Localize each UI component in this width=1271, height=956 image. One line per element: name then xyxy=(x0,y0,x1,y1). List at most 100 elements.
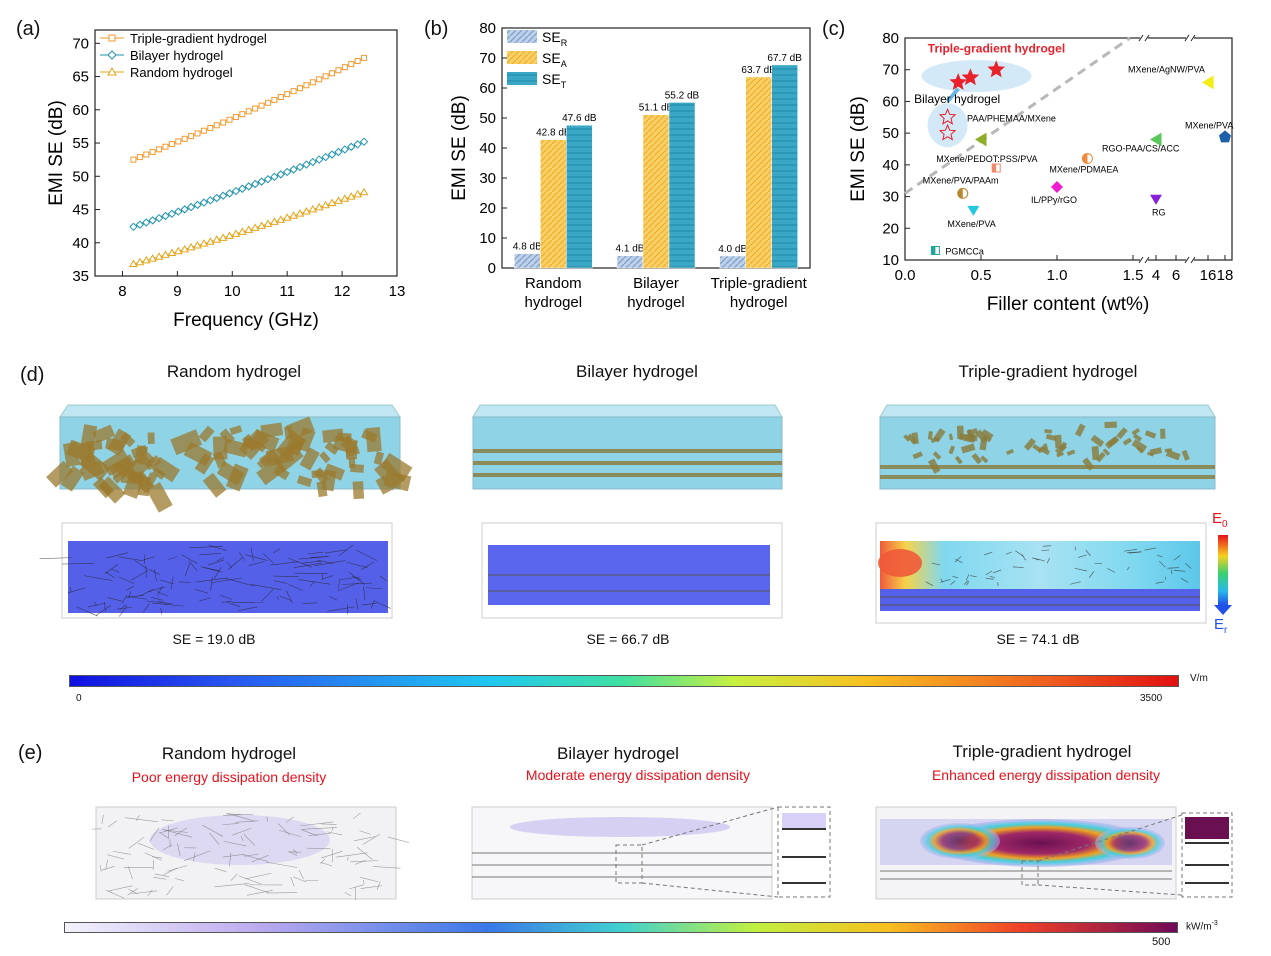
triple-flake xyxy=(966,428,975,439)
a-xtick-label: 13 xyxy=(389,283,406,300)
a-legend-text: Triple-gradient hydrogel xyxy=(130,31,267,46)
e-subtitle-bilayer-wrap: Moderate energy dissipation density xyxy=(525,767,751,783)
random-flake xyxy=(348,457,356,469)
a-point-random xyxy=(269,217,279,225)
random-field-line xyxy=(70,586,72,593)
c-xtick-label: 0.5 xyxy=(971,267,992,284)
random-flake xyxy=(321,469,337,492)
e-random-line xyxy=(144,852,162,861)
e-random-line xyxy=(360,877,379,883)
e-random-line xyxy=(149,827,160,842)
b-ytick-label: 60 xyxy=(479,80,496,97)
er-label: Er xyxy=(1214,616,1228,636)
triple-flake xyxy=(960,443,976,454)
a-point-bilayer xyxy=(142,218,151,227)
b-bar-se-t xyxy=(668,102,696,269)
random-field-line xyxy=(338,544,354,556)
a-point-bilayer xyxy=(270,172,279,182)
random-field-line xyxy=(310,556,328,558)
random-flake xyxy=(324,441,340,455)
random-flake xyxy=(299,447,320,471)
triple-flake xyxy=(1066,449,1076,456)
random-field-line xyxy=(379,575,387,582)
d-title-bilayer: Bilayer hydrogel xyxy=(576,362,698,381)
triple-flake xyxy=(1091,446,1100,461)
b-ytick-label: 80 xyxy=(479,20,496,37)
triple-field-line xyxy=(1074,567,1087,572)
random-field-line xyxy=(327,606,355,612)
random-field-line xyxy=(143,603,150,613)
random-field-line xyxy=(87,602,106,608)
b-bar-label: 51.1 dB xyxy=(639,103,674,114)
c-axis-break xyxy=(1190,34,1196,42)
triple-field-line xyxy=(940,579,951,583)
random-field-line xyxy=(121,594,128,604)
d-se-bilayer: SE = 66.7 dB xyxy=(586,631,670,647)
chart-b-se-bars: 0 10 20 30 40 50 60 70 80 EMI SE (dB) 4.8 dB 42.8 d… xyxy=(449,20,811,311)
random-field-line xyxy=(168,556,177,560)
b-ytick-label: 10 xyxy=(479,230,496,247)
e-random-line xyxy=(302,827,338,830)
c-point-marker xyxy=(1150,194,1162,205)
c-axis-break xyxy=(1184,34,1190,42)
b-category-label: hydrogel xyxy=(730,294,788,311)
a-ylabel: EMI SE (dB) xyxy=(46,100,67,206)
c-xtick-label: 6 xyxy=(1172,267,1180,284)
a-ytick-label: 40 xyxy=(72,235,89,252)
triple-field-line xyxy=(1070,581,1081,585)
b-legend-swatch-se-t xyxy=(507,72,537,85)
e-random-line xyxy=(152,859,155,870)
a-legend-marker xyxy=(107,50,117,60)
e-random-line xyxy=(308,832,332,836)
c-ytick-label: 30 xyxy=(882,189,899,206)
c-point-marker xyxy=(1219,130,1231,143)
a-point-random xyxy=(237,227,247,235)
a-point-random xyxy=(302,207,311,215)
a-point-random xyxy=(199,239,209,247)
e-random-line xyxy=(290,876,295,887)
random-field-line xyxy=(287,557,312,568)
e-random-line xyxy=(222,853,245,858)
e-random-line xyxy=(285,816,294,823)
b-legend-swatch-se-a xyxy=(507,51,537,64)
random-field-line xyxy=(286,590,293,604)
random-field-line xyxy=(273,575,299,578)
d-random-hydrogel-model xyxy=(46,404,413,513)
a-plot-frame xyxy=(94,29,398,277)
d-triple-hydrogel-model xyxy=(879,404,1216,490)
e-random-line xyxy=(202,824,224,837)
a-xtick-label: 8 xyxy=(118,283,126,300)
e-random-line xyxy=(352,812,361,819)
b-category-label: Triple-gradient xyxy=(711,275,808,292)
b-bar-label: 4.1 dB xyxy=(616,244,645,255)
c-axis-break xyxy=(1190,256,1196,264)
e-random-line xyxy=(240,836,244,841)
triple-field-line xyxy=(950,580,956,585)
triple-flake xyxy=(1090,434,1105,448)
random-field-line xyxy=(276,596,279,601)
e-random-line xyxy=(127,866,133,880)
random-flake xyxy=(79,460,105,481)
random-field-line xyxy=(95,604,112,616)
random-field-line xyxy=(76,606,98,617)
random-flake xyxy=(147,432,155,444)
a-ytick-label: 70 xyxy=(72,35,89,52)
c-point-label: MXene/PDMAEA xyxy=(1049,165,1118,175)
triple-flake xyxy=(981,429,994,440)
c-axis-break-gap xyxy=(1186,257,1194,263)
e-random-line xyxy=(321,823,337,825)
e-random-line xyxy=(209,832,220,845)
triple-flake xyxy=(1147,451,1154,457)
e-random-line xyxy=(327,831,343,836)
c-point-marker-half xyxy=(957,188,963,199)
random-field-line xyxy=(134,560,148,570)
b-bar-se-r xyxy=(514,253,541,269)
b-category-label: hydrogel xyxy=(627,294,685,311)
triple-flake xyxy=(979,437,988,451)
b-bar-se-t xyxy=(566,124,593,269)
triple-flake xyxy=(1095,451,1106,463)
random-field-line xyxy=(213,566,222,579)
random-flake xyxy=(144,472,158,488)
random-field-line xyxy=(374,600,391,609)
c-point-marker xyxy=(975,132,987,147)
